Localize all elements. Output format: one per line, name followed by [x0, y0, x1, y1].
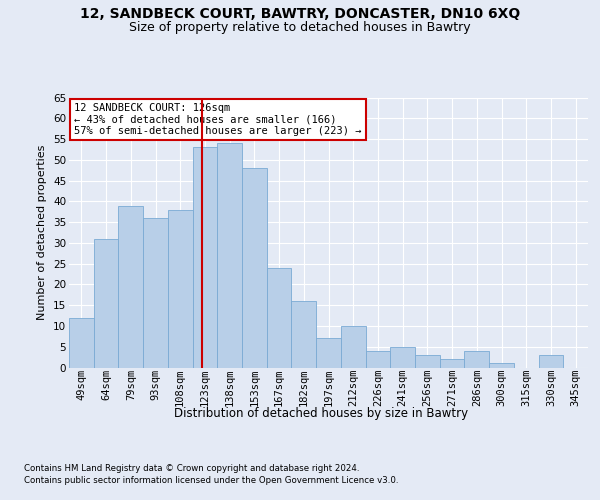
Bar — [94, 238, 118, 368]
Text: 12 SANDBECK COURT: 126sqm
← 43% of detached houses are smaller (166)
57% of semi: 12 SANDBECK COURT: 126sqm ← 43% of detac… — [74, 103, 362, 136]
Bar — [193, 148, 217, 368]
Bar — [316, 338, 341, 368]
Bar — [292, 301, 316, 368]
Text: Distribution of detached houses by size in Bawtry: Distribution of detached houses by size … — [174, 408, 468, 420]
Bar — [143, 218, 168, 368]
Text: 12, SANDBECK COURT, BAWTRY, DONCASTER, DN10 6XQ: 12, SANDBECK COURT, BAWTRY, DONCASTER, D… — [80, 8, 520, 22]
Bar — [464, 351, 489, 368]
Bar — [539, 355, 563, 368]
Text: Contains public sector information licensed under the Open Government Licence v3: Contains public sector information licen… — [24, 476, 398, 485]
Bar — [69, 318, 94, 368]
Text: Size of property relative to detached houses in Bawtry: Size of property relative to detached ho… — [129, 21, 471, 34]
Y-axis label: Number of detached properties: Number of detached properties — [37, 145, 47, 320]
Bar — [168, 210, 193, 368]
Bar — [118, 206, 143, 368]
Bar — [440, 359, 464, 368]
Text: Contains HM Land Registry data © Crown copyright and database right 2024.: Contains HM Land Registry data © Crown c… — [24, 464, 359, 473]
Bar — [217, 143, 242, 368]
Bar — [415, 355, 440, 368]
Bar — [267, 268, 292, 368]
Bar — [489, 364, 514, 368]
Bar — [242, 168, 267, 368]
Bar — [390, 346, 415, 368]
Bar — [365, 351, 390, 368]
Bar — [341, 326, 365, 368]
